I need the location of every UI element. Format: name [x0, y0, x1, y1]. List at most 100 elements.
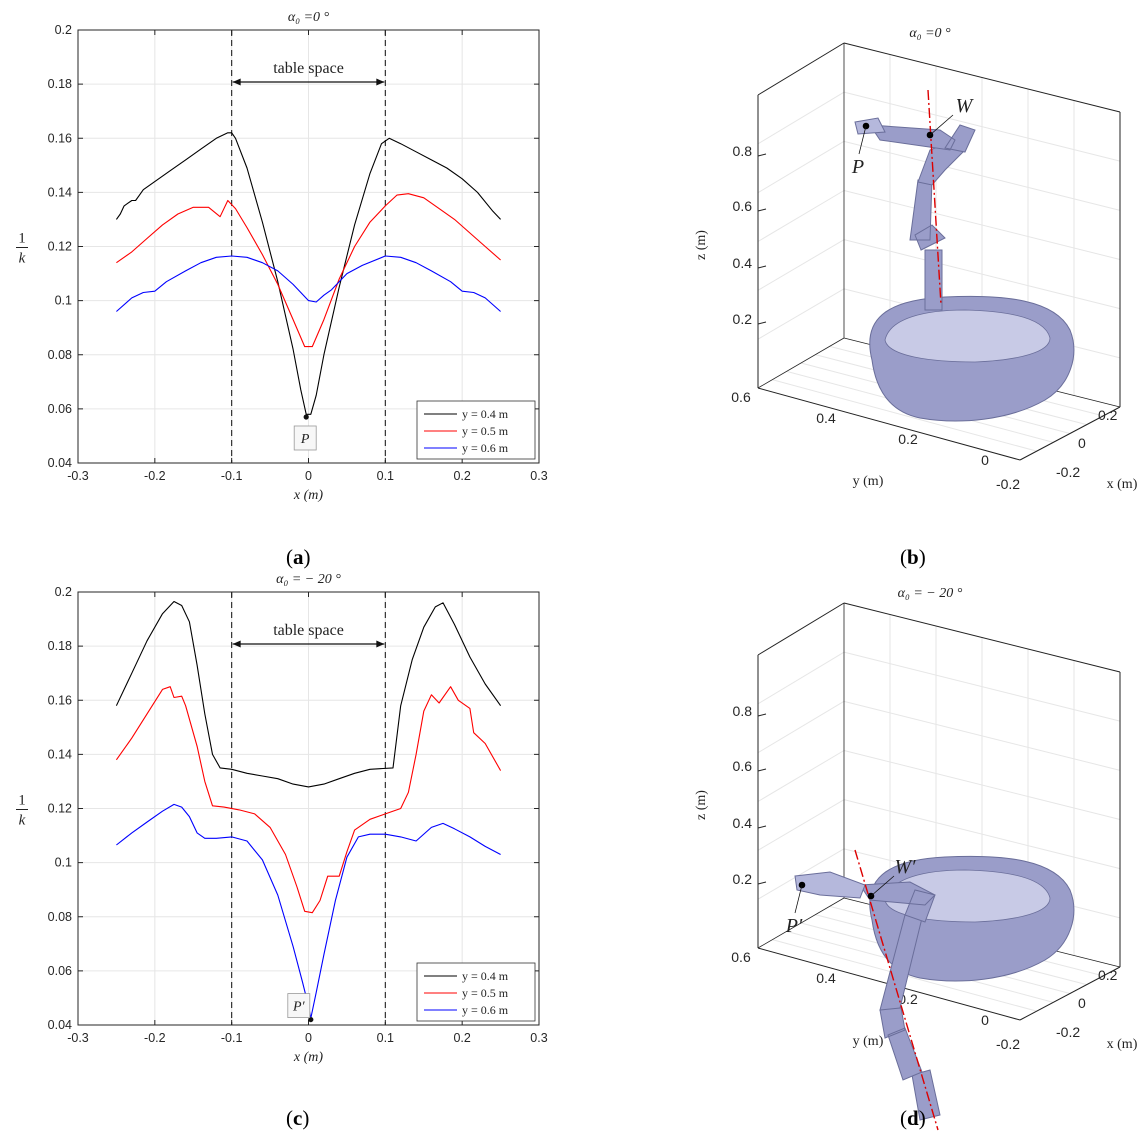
x-tick-label: -0.3: [67, 1031, 89, 1045]
grid-line: [843, 700, 1121, 771]
legend-label: y = 0.4 m: [462, 407, 509, 421]
legend-label: y = 0.5 m: [462, 986, 509, 1000]
grid-line: [757, 750, 845, 802]
robot-panel-b: α₀ =0 ° 0.2 0.4 0.6 0.8 z (m) 0.6 0.4 0.2 0 -0.2 y …: [694, 26, 1138, 492]
z-tick-mark: [757, 265, 767, 269]
grid-line: [757, 239, 845, 291]
series-line-2: [115, 686, 502, 914]
x-tick-label: 0.2: [453, 1031, 470, 1045]
z-tick-mark: [757, 881, 767, 885]
y-tick-label: 0.6: [731, 389, 751, 405]
y-tick-label: 0.14: [48, 747, 72, 761]
grid-line: [772, 379, 1037, 452]
arrow-head-right: [376, 640, 385, 648]
y-tick-label: 0.2: [898, 431, 918, 447]
x-axis-label: x (m): [1107, 1037, 1138, 1052]
end-effector-leader: [858, 125, 867, 155]
y-tick-label: 0.18: [48, 639, 72, 653]
y-tick-label: 0.4: [816, 410, 836, 426]
series-line-3: [116, 255, 501, 312]
grid-line: [757, 140, 845, 194]
arrow-head-left: [232, 78, 241, 86]
z-tick-mark: [757, 768, 767, 772]
caption-b: (b): [900, 545, 926, 569]
box-edge: [757, 337, 845, 389]
caption-d: (d): [900, 1106, 926, 1130]
robot-base-top: [884, 309, 1051, 363]
x-tick-label: 0.3: [530, 469, 547, 483]
table-space-label: table space: [273, 60, 344, 77]
y-tick-label: 0.18: [48, 77, 72, 91]
z-tick-mark: [757, 321, 767, 325]
legend: y = 0.4 m y = 0.5 m y = 0.6 m: [416, 962, 536, 1022]
y-tick-label: 0.14: [48, 185, 72, 199]
robot-link-2: [909, 179, 946, 251]
y-axis-label: y (m): [853, 1034, 884, 1049]
point-label-box: [293, 425, 317, 451]
x-tick-label: 0.1: [377, 469, 394, 483]
z-tick-label: 0.4: [733, 255, 753, 271]
z-tick-label: 0.6: [733, 198, 753, 214]
y-tick-label: 0: [981, 1012, 989, 1028]
z-tick-label: 0.8: [733, 703, 753, 719]
grid-line: [843, 91, 1121, 162]
x-axis-label: x (m): [293, 488, 323, 503]
x-tick-label: 0: [1078, 435, 1086, 451]
chart-a: -0.3 -0.2 -0.1 0 0.1 0.2 0.3 0.04 0.06 0.08 0.1 0.1…: [16, 10, 548, 503]
y-tick-label: 0.06: [48, 964, 72, 978]
grid-line: [757, 190, 845, 242]
chart-title: α₀ =0 °: [288, 10, 330, 25]
y-tick-label: 0.2: [55, 585, 72, 599]
box-edge: [757, 42, 845, 96]
x-tick-label: 0.3: [530, 1031, 547, 1045]
x-tick-label: 0: [305, 1031, 312, 1045]
z-tick-label: 0.6: [733, 758, 753, 774]
box-edge: [1019, 966, 1121, 1021]
arrow-head-right: [376, 78, 385, 86]
x-tick-label: -0.2: [144, 1031, 166, 1045]
x-axis-label: x (m): [1107, 477, 1138, 492]
series-line-2: [116, 193, 501, 348]
y-axis-label: y (m): [853, 474, 884, 489]
wrist-label: W: [956, 95, 975, 117]
grid-line: [757, 288, 845, 340]
table-space-label: table space: [273, 622, 344, 639]
y-label-denominator: k: [19, 251, 26, 267]
box-edge: [843, 602, 1121, 673]
y-tick-label: 0.4: [816, 970, 836, 986]
grid-line: [757, 848, 845, 900]
y-tick-label: 0.6: [731, 949, 751, 965]
arrow-head-left: [232, 640, 241, 648]
x-tick-label: 0.1: [377, 1031, 394, 1045]
robot-hand: [854, 117, 886, 135]
y-label-denominator: k: [19, 813, 26, 829]
z-axis-label: z (m): [694, 790, 709, 820]
legend-label: y = 0.4 m: [462, 969, 509, 983]
y-tick-label: 0.16: [48, 693, 72, 707]
grid-line: [843, 190, 1121, 260]
point-label: P: [300, 432, 310, 447]
z-tick-label: 0.4: [733, 815, 753, 831]
wrist-label: W′: [894, 856, 916, 878]
robot-panel-d: α₀ = − 20 ° 0.2 0.4 0.6 0.8 z (m) 0.6 0.4 0.2 0 -0…: [694, 586, 1138, 1131]
robot-link-4: [869, 124, 976, 153]
y-tick-label: 0.16: [48, 131, 72, 145]
point-label-box: [287, 993, 311, 1018]
point-marker: [308, 1016, 314, 1023]
y-tick-label: 0.12: [48, 240, 72, 254]
legend: y = 0.4 m y = 0.5 m y = 0.6 m: [416, 400, 536, 460]
legend-label: y = 0.5 m: [462, 424, 509, 438]
grid-line: [757, 651, 845, 705]
grid-line: [843, 750, 1121, 820]
z-tick-mark: [757, 713, 767, 717]
end-effector-label: P′: [785, 915, 803, 937]
grid-line: [757, 799, 845, 851]
legend-label: y = 0.6 m: [462, 441, 509, 455]
y-tick-label: 0.1: [55, 856, 72, 870]
x-tick-label: -0.1: [221, 469, 243, 483]
chart-title: α₀ = − 20 °: [898, 586, 963, 601]
y-tick-label: 0.2: [55, 23, 72, 37]
chart-title: α₀ =0 °: [909, 26, 951, 41]
x-tick-label: 0.2: [1098, 967, 1118, 983]
